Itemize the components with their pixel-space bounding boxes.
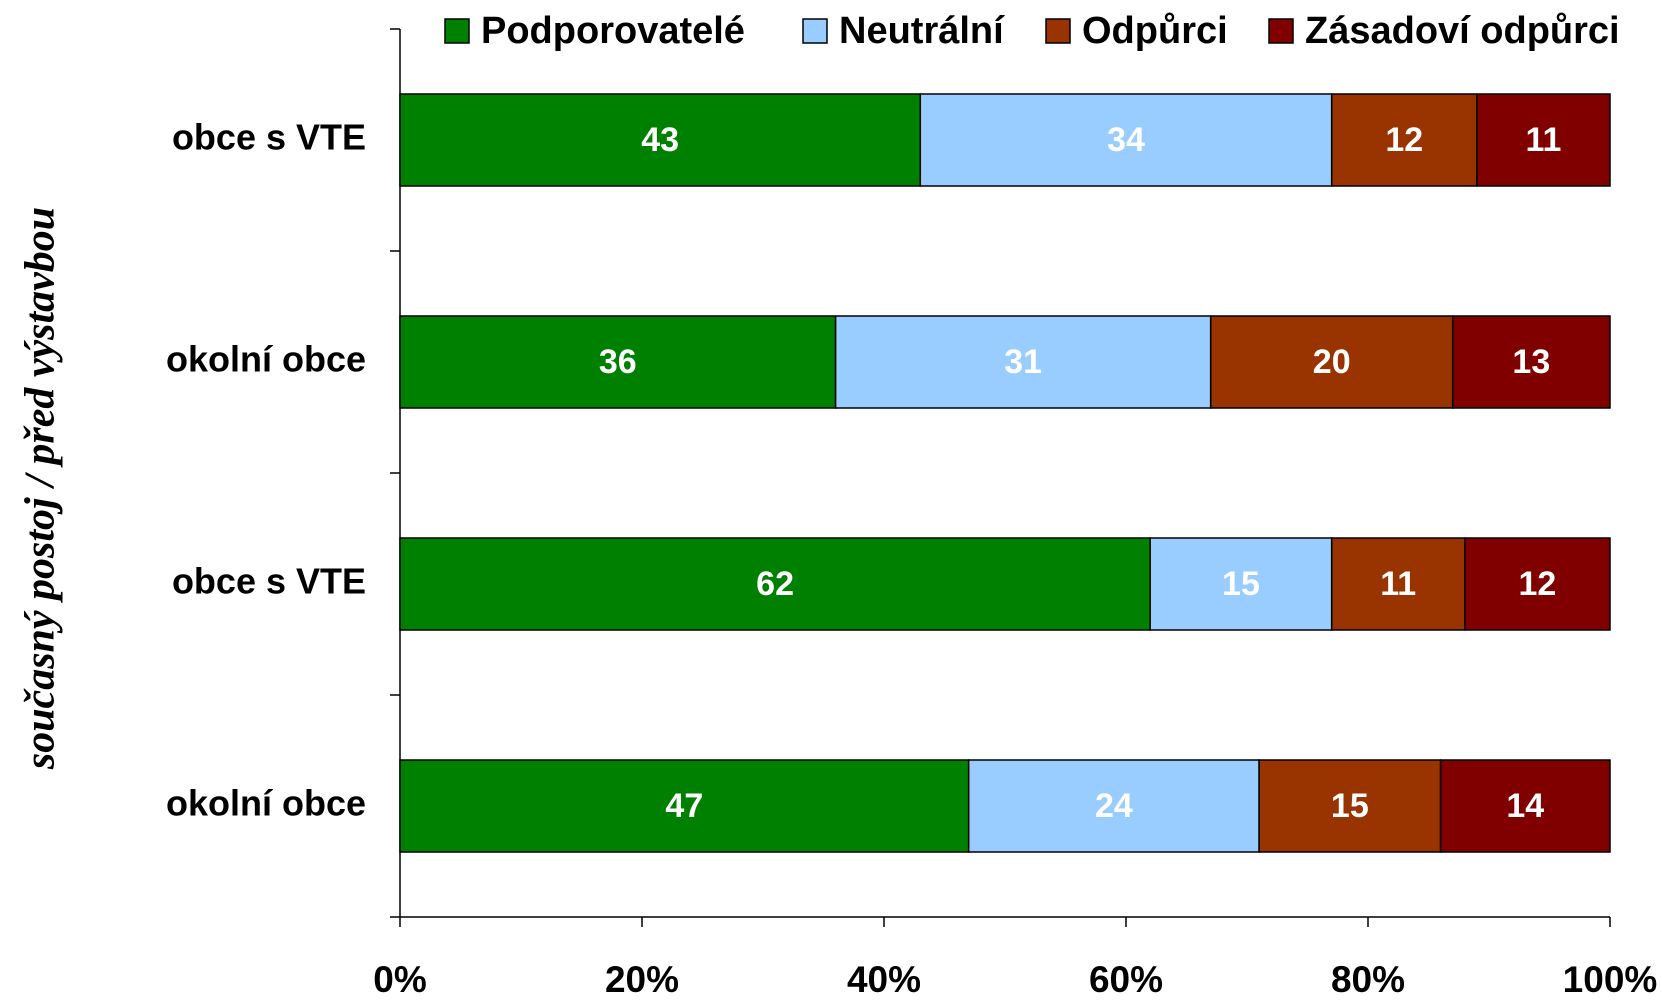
x-tick-label: 100% xyxy=(1563,959,1658,1000)
bar-segment xyxy=(399,315,837,409)
category-label: okolní obce xyxy=(166,339,366,380)
bar-segment xyxy=(919,93,1333,187)
value-label: 36 xyxy=(599,343,637,381)
value-label: 62 xyxy=(756,565,794,603)
bar-segment xyxy=(1258,759,1442,853)
bar-segment xyxy=(1439,759,1611,853)
category-label: obce s VTE xyxy=(172,117,366,158)
legend-label: Neutrální xyxy=(839,10,1005,52)
legend-swatch xyxy=(1268,18,1294,44)
value-label: 12 xyxy=(1518,565,1556,603)
bar-segment xyxy=(1149,537,1333,631)
bar-segment xyxy=(1330,93,1478,187)
legend-label: Podporovatelé xyxy=(481,10,745,52)
value-label: 20 xyxy=(1313,343,1351,381)
value-label: 13 xyxy=(1512,343,1550,381)
category-label: obce s VTE xyxy=(172,561,366,602)
x-tick-label: 0% xyxy=(373,959,426,1000)
legend-label: Odpůrci xyxy=(1082,10,1228,52)
legend-swatch xyxy=(444,18,470,44)
bar-segment xyxy=(1451,315,1611,409)
value-label: 11 xyxy=(1380,565,1416,603)
y-axis-label: současný postoj / před výstavbou xyxy=(18,207,64,770)
x-tick-label: 40% xyxy=(847,959,921,1000)
bar-segment xyxy=(399,537,1151,631)
value-label: 43 xyxy=(641,121,679,159)
legend-label: Zásadoví odpůrci xyxy=(1305,10,1620,52)
value-label: 47 xyxy=(665,787,703,825)
value-label: 34 xyxy=(1107,121,1145,159)
bar-segment xyxy=(967,759,1260,853)
x-tick-label: 60% xyxy=(1089,959,1163,1000)
category-label: okolní obce xyxy=(166,783,366,824)
value-label: 14 xyxy=(1506,787,1544,825)
value-label: 11 xyxy=(1525,121,1561,159)
bar-segment xyxy=(1330,537,1466,631)
value-label: 15 xyxy=(1331,787,1369,825)
legend-swatch xyxy=(802,18,828,44)
bar-segment xyxy=(399,759,970,853)
legend-swatch xyxy=(1045,18,1071,44)
value-label: 12 xyxy=(1385,121,1423,159)
bar-segment xyxy=(399,93,922,187)
bar-segment xyxy=(1476,93,1611,187)
x-tick-label: 80% xyxy=(1331,959,1405,1000)
x-tick-label: 20% xyxy=(605,959,679,1000)
value-label: 31 xyxy=(1004,343,1042,381)
value-label: 24 xyxy=(1095,787,1133,825)
bar-segment xyxy=(1209,315,1454,409)
bar-segment xyxy=(1464,537,1611,631)
value-label: 15 xyxy=(1222,565,1260,603)
bar-segment xyxy=(834,315,1212,409)
